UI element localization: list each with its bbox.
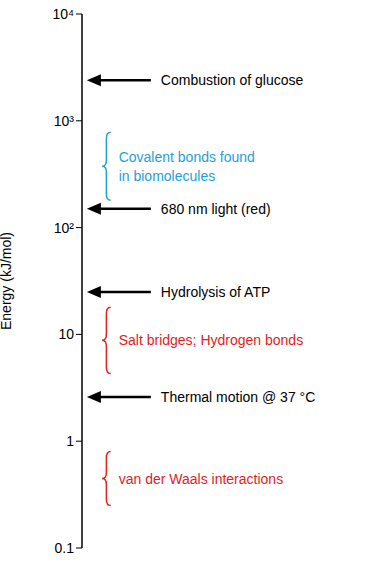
svg-text:10²: 10²: [54, 220, 75, 236]
svg-text:Combustion of glucose: Combustion of glucose: [161, 72, 304, 88]
svg-text:10³: 10³: [54, 113, 75, 129]
svg-text:1: 1: [66, 433, 74, 449]
svg-text:Energy (kJ/mol): Energy (kJ/mol): [8, 232, 14, 330]
svg-text:0.1: 0.1: [55, 540, 75, 556]
svg-text:10⁴: 10⁴: [52, 6, 74, 22]
svg-text:Thermal motion @ 37 °C: Thermal motion @ 37 °C: [161, 389, 315, 405]
svg-text:Covalent bonds found: Covalent bonds found: [119, 149, 255, 165]
svg-text:in biomolecules: in biomolecules: [119, 168, 216, 184]
svg-text:Salt bridges; Hydrogen bonds: Salt bridges; Hydrogen bonds: [119, 332, 303, 348]
svg-text:10: 10: [58, 326, 74, 342]
svg-text:van der Waals interactions: van der Waals interactions: [119, 471, 283, 487]
svg-text:Hydrolysis of ATP: Hydrolysis of ATP: [161, 284, 270, 300]
svg-text:680 nm light (red): 680 nm light (red): [161, 201, 271, 217]
